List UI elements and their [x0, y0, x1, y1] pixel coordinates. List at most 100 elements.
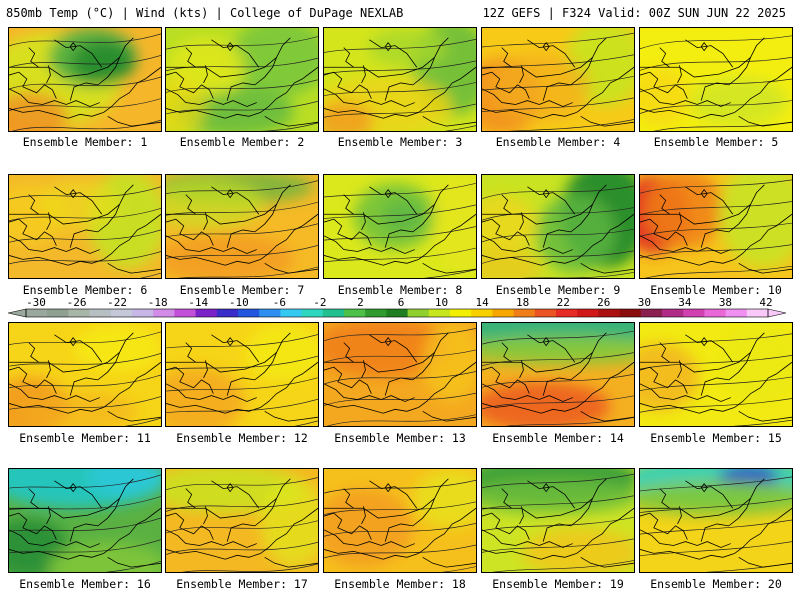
- coastline: [384, 37, 449, 101]
- coastline: [482, 218, 530, 246]
- coastline: [700, 478, 765, 542]
- coastline: [580, 556, 634, 568]
- isobar-contour: [444, 125, 476, 131]
- ensemble-member-label: Ensemble Member: 15: [650, 431, 782, 445]
- colorbar-min-arrow: [7, 308, 27, 318]
- colorbar-swatch: [301, 309, 324, 317]
- colorbar-swatch: [280, 309, 303, 317]
- colorbar-tick-label: -6: [273, 296, 286, 309]
- temperature-map: [482, 323, 634, 426]
- coastline: [203, 212, 208, 231]
- isobar-contour: [324, 38, 476, 53]
- location-marker: [226, 189, 234, 199]
- coastline: [738, 115, 792, 127]
- temperature-map: [324, 469, 476, 572]
- border-line: [9, 498, 120, 519]
- border-line: [9, 204, 120, 225]
- coastline: [9, 255, 104, 266]
- temperature-shade: [166, 233, 295, 278]
- isobar-contour: [9, 250, 161, 265]
- coastline: [659, 47, 670, 68]
- ensemble-member-3-map: [323, 27, 477, 132]
- coastline: [203, 360, 208, 379]
- coastline: [482, 383, 573, 402]
- coastline: [107, 262, 161, 274]
- temperature-map: [166, 28, 318, 131]
- location-marker: [384, 189, 392, 199]
- coastline: [324, 403, 419, 414]
- coastline: [418, 213, 476, 260]
- isobar-contour: [9, 33, 161, 47]
- ensemble-member-9-map: [481, 174, 635, 279]
- chart-title: 850mb Temp (°C) | Wind (kts) | College o…: [6, 6, 404, 20]
- temperature-shade: [640, 67, 690, 127]
- colorbar-swatch: [471, 309, 493, 317]
- colorbar-swatch: [450, 309, 472, 317]
- coastline: [576, 66, 634, 113]
- location-marker: [700, 189, 708, 199]
- isobar-contour: [9, 331, 161, 346]
- colorbar-swatch: [26, 309, 48, 317]
- coastline: [28, 342, 39, 363]
- coastline: [369, 480, 418, 509]
- isobar-contour: [324, 103, 476, 118]
- isobar-contour: [640, 179, 792, 194]
- temperature-map: [324, 28, 476, 131]
- coastline: [9, 383, 100, 402]
- coastline: [542, 332, 607, 396]
- ensemble-member-label: Ensemble Member: 17: [176, 577, 308, 591]
- coastline: [659, 342, 670, 363]
- border-line: [482, 352, 593, 373]
- coastline: [9, 403, 104, 414]
- border-line: [640, 57, 751, 78]
- coastline: [69, 478, 134, 542]
- isobar-contour: [482, 516, 634, 532]
- coastline: [361, 506, 366, 525]
- coastline: [384, 184, 449, 248]
- coastline: [501, 488, 512, 509]
- colorbar-swatch: [89, 309, 112, 317]
- coastline: [103, 507, 161, 554]
- coastline: [482, 108, 577, 119]
- coastline: [482, 235, 573, 254]
- coastline: [185, 47, 196, 68]
- coastline: [640, 218, 688, 246]
- isobar-contour: [9, 517, 161, 532]
- coastline: [166, 71, 214, 99]
- coastline: [324, 549, 419, 560]
- coastline: [185, 488, 196, 509]
- coastline: [324, 255, 419, 266]
- coastline: [519, 65, 524, 84]
- isobar-contour: [166, 201, 318, 216]
- location-marker: [700, 42, 708, 52]
- isobar-contour: [324, 501, 476, 516]
- colorbar-tick-label: 10: [435, 296, 448, 309]
- isobar-contour: [9, 374, 161, 389]
- colorbar-swatch: [662, 309, 684, 317]
- coastline: [482, 366, 530, 394]
- coastline: [580, 115, 634, 127]
- temperature-map: [640, 28, 792, 131]
- coastline: [166, 235, 257, 254]
- coastline: [361, 360, 366, 379]
- coastline: [422, 410, 476, 422]
- ensemble-member-label: Ensemble Member: 8: [337, 283, 463, 297]
- isobar-contour: [166, 541, 318, 556]
- temperature-map: [9, 28, 161, 131]
- coastline: [640, 71, 688, 99]
- isobar-contour: [324, 349, 476, 363]
- coastline: [734, 507, 792, 554]
- coastline: [685, 186, 734, 215]
- border-line: [166, 204, 277, 225]
- isobar-contour: [505, 416, 634, 426]
- temperature-shade: [381, 198, 425, 234]
- coastline: [640, 88, 731, 107]
- coastline: [264, 115, 318, 127]
- coastline: [734, 361, 792, 408]
- colorbar-tick-label: -22: [107, 296, 127, 309]
- coastline: [576, 507, 634, 554]
- colorbar-swatch: [746, 309, 769, 317]
- location-marker: [542, 42, 550, 52]
- coastline: [734, 213, 792, 260]
- isobar-contour: [166, 244, 318, 259]
